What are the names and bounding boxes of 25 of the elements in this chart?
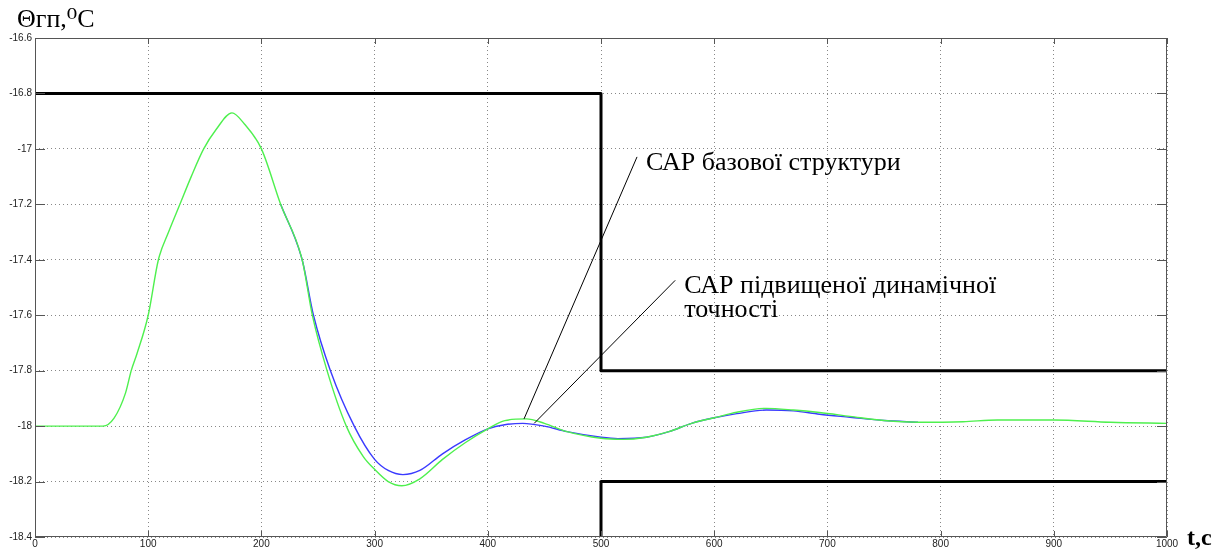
x-tick-label: 1000 — [1155, 537, 1179, 549]
y-tick-label: -17.4 — [9, 253, 33, 265]
x-tick-label: 700 — [819, 537, 837, 549]
y-axis-title: Θгп,⁰С — [17, 3, 95, 33]
y-tick-label: -17.2 — [9, 198, 33, 210]
x-tick-label: 600 — [705, 537, 723, 549]
x-tick-label: 100 — [139, 537, 157, 549]
x-tick-label: 900 — [1045, 537, 1063, 549]
y-tick-label: -18 — [17, 419, 33, 431]
y-tick-label: -17.6 — [9, 308, 33, 320]
y-tick-label: -18.4 — [9, 530, 33, 542]
x-tick-label: 500 — [592, 537, 610, 549]
y-tick-label: -18.2 — [9, 475, 33, 487]
x-tick-label: 0 — [32, 537, 39, 549]
x-tick-label: 400 — [479, 537, 497, 549]
y-tick-label: -16.8 — [9, 87, 33, 99]
y-tick-label: -17 — [17, 142, 33, 154]
x-axis-title: t,с — [1187, 524, 1212, 549]
annotation: САР базової структури — [646, 146, 901, 176]
x-tick-label: 200 — [253, 537, 271, 549]
y-tick-label: -16.6 — [9, 31, 33, 43]
x-tick-label: 300 — [366, 537, 384, 549]
y-tick-label: -17.8 — [9, 364, 33, 376]
annotation: САР підвищеної динамічної точності — [684, 270, 998, 324]
x-tick-label: 800 — [932, 537, 950, 549]
